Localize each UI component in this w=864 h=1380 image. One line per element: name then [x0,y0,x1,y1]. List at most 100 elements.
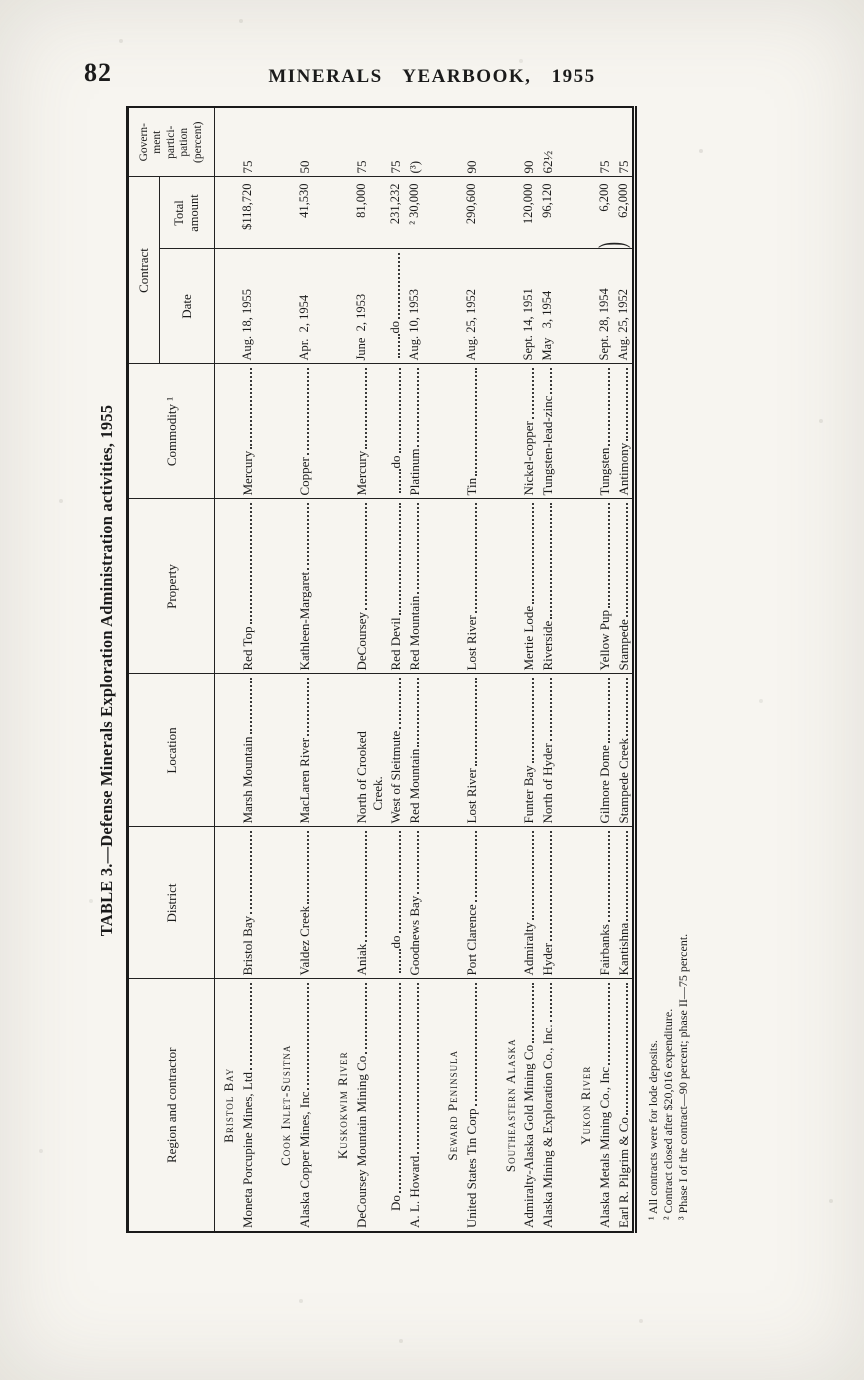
empty-cell [496,176,520,249]
cell-text: Gilmore Dome [596,745,612,824]
empty-cell [272,249,295,364]
table-header: Region and contractor District Location … [127,106,215,1232]
cell-date: Sept. 28, 1954) [591,243,631,364]
cell-text: do [388,935,404,949]
cell-commodity: Tungsten [594,364,614,499]
cell-date: do [386,249,405,364]
leader-line: do [388,253,403,361]
cell-contractor: Alaska Copper Mines, Inc [294,979,330,1232]
region-heading: Kuskokwim River [329,979,352,1232]
cell-text: Tungsten [596,447,612,496]
empty-cell [439,364,462,499]
dot-leader [531,678,534,764]
table-row: Do do West of Sleitmute Red Devil do do 231,23… [386,107,405,1232]
cell-text: Hyder [539,943,555,976]
empty-cell [439,176,462,249]
dot-leader [398,469,401,494]
dot-leader [607,831,610,923]
leader-line: Red Mountain [407,503,423,671]
footnote: ³ Phase I of the contract—90 percent; ph… [676,933,691,1220]
cell-text: Mercury [353,450,369,496]
cell-text: Kathleen-Margaret [296,571,312,671]
dot-leader [531,831,534,921]
cell-commodity: Antimony [613,364,635,499]
empty-cell [496,827,520,979]
dot-leader [364,503,367,610]
region-heading-row: Southeastern Alaska [496,107,520,1232]
empty-cell [214,499,238,674]
region-heading: Bristol Bay [214,979,238,1232]
region-heading: Seward Peninsula [439,979,462,1232]
leader-line: Fairbanks [597,831,613,976]
cell-contractor: Do [386,979,405,1232]
cell-text: Red Devil [388,617,404,671]
dot-leader [250,983,253,1071]
dot-leader [626,503,629,618]
cell-amount: 290,600 [461,176,497,249]
cell-text: Stampede [615,619,631,671]
cell-contractor: Earl R. Pilgrim & Co [613,979,635,1232]
leader-line: Copper [297,368,313,496]
dot-leader [307,503,310,570]
cell-text: Bristol Bay [239,915,255,976]
region-heading-row: Yukon River [572,107,595,1232]
leader-line: Hyder [540,831,556,976]
dot-leader [250,368,253,449]
dot-leader [607,368,610,446]
cell-amount: 96,120 [537,176,573,249]
cell-date: Aug. 25, 1952 [461,249,497,364]
dot-leader [398,368,401,454]
cell-location: Stampede Creek [613,674,635,827]
leader-line: Lost River [464,503,480,671]
cell-commodity: Tin [461,364,497,499]
cell-text: Stampede Creek [615,737,631,824]
cell-text: North of Crooked [353,731,369,824]
cell-text: Moneta Porcupine Mines, Ltd [239,1072,255,1228]
dot-leader [550,831,553,941]
empty-cell [272,364,295,499]
cell-commodity: do [386,364,405,499]
leader-line: Antimony [616,368,632,496]
empty-cell [272,107,295,177]
leader-line: Nickel-copper [521,368,537,496]
cell-text: Red Mountain [406,595,422,671]
dot-leader [474,831,477,903]
empty-cell [496,249,520,364]
cell-property: Kathleen-Margaret [294,499,330,674]
region-heading-row: Bristol Bay [214,107,238,1232]
leader-line: Funter Bay [521,678,537,824]
leader-line: Kantishna [616,831,632,976]
leader-line: A. L. Howard [407,983,423,1228]
cell-text: Alaska Mining & Exploration Co., Inc. [539,1024,555,1228]
dot-leader [398,334,401,359]
empty-cell [496,499,520,674]
cell-district: Admiralty [519,827,538,979]
leader-line: Gilmore Dome [597,678,613,824]
header-region: Region and contractor [127,979,215,1232]
table-grid: Region and contractor District Location … [126,105,638,1233]
leader-line: Valdez Creek [297,831,313,976]
empty-cell [272,674,295,827]
leader-line: Marsh Mountain [240,678,256,824]
leader-line: Tungsten-lead-zinc [540,368,556,496]
cell-property: Riverside [537,499,573,674]
empty-cell [439,249,462,364]
leader-line: DeCoursey Mountain Mining Co [354,983,370,1228]
dot-leader [307,368,310,456]
cell-district: do [386,827,405,979]
cell-location: Red Mountain [404,674,440,827]
cell-text: Copper [296,457,312,496]
cell-date: Aug. 10, 1953 [404,249,440,364]
leader-line: Port Clarence [464,831,480,976]
leader-line: Lost River [464,678,480,824]
cell-property: Red Top [237,499,273,674]
cell-commodity: Tungsten-lead-zinc [537,364,573,499]
scan-speckles [0,0,2,2]
cell-contractor: A. L. Howard [404,979,440,1232]
empty-cell [572,107,595,177]
dot-leader [250,678,253,735]
cell-amount: 6,200 [594,176,614,249]
dot-leader [398,678,401,729]
cell-property: Yellow Pup [594,499,614,674]
